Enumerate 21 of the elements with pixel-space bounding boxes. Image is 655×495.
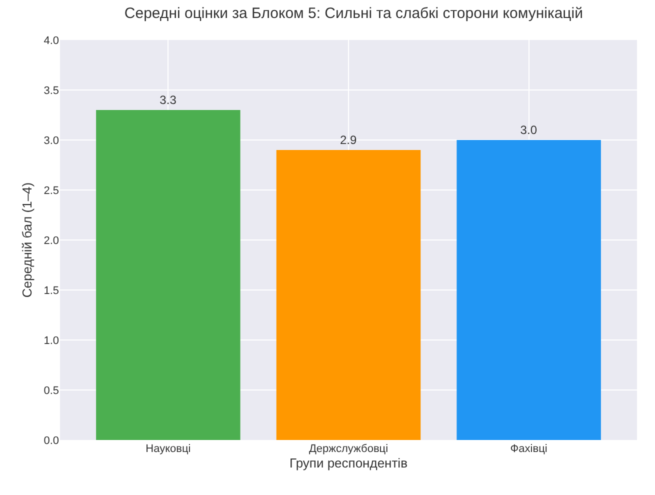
y-tick-label: 0.0: [44, 434, 59, 447]
y-tick-label: 2.0: [44, 234, 59, 247]
x-tick-label: Фахівці: [510, 443, 548, 455]
x-axis-title: Групи респондентів: [290, 456, 408, 471]
bar: [276, 150, 421, 440]
y-tick-label: 2.5: [44, 184, 59, 197]
chart-title: Середні оцінки за Блоком 5: Сильні та слабкі сторони комунікацій: [124, 4, 583, 22]
x-tick-label: Науковці: [146, 443, 191, 455]
x-tick-label: Держслужбовці: [308, 443, 388, 455]
data-label: 3.3: [160, 93, 177, 107]
y-tick-label: 3.0: [44, 134, 59, 147]
data-label: 2.9: [340, 133, 358, 147]
data-label: 3.0: [520, 123, 538, 137]
y-axis-title: Середній бал (1–4): [20, 182, 35, 298]
y-tick-label: 1.0: [44, 334, 59, 347]
bar: [456, 140, 601, 440]
bar: [96, 110, 240, 440]
y-tick-label: 3.5: [44, 84, 59, 97]
y-tick-label: 4.0: [44, 34, 59, 47]
y-tick-label: 0.5: [44, 384, 59, 397]
y-tick-label: 1.5: [44, 284, 59, 297]
